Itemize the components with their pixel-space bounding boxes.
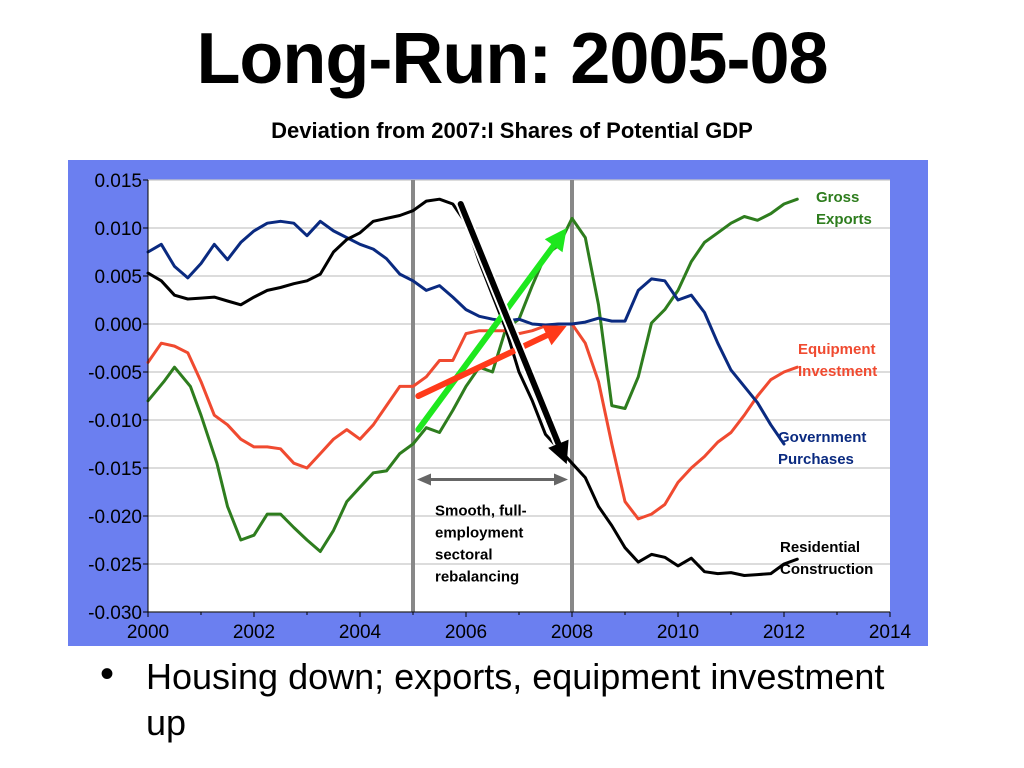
bracket-annotation-text: employment <box>435 525 523 542</box>
y-tick-label: 0.015 <box>94 171 142 192</box>
series-label-gross-exports: Gross <box>816 189 859 206</box>
x-tick-label: 2000 <box>127 622 169 643</box>
series-line-government-purchases <box>146 219 786 446</box>
y-tick-label: 0.005 <box>94 267 142 288</box>
series-label-residential-construction: Residential <box>780 539 860 556</box>
series-label-equipment-investment: Investment <box>798 363 877 380</box>
trend-arrow-head <box>544 228 567 253</box>
trend-arrow-shaft <box>415 332 550 399</box>
bullet-text: Housing down; exports, equipment investm… <box>146 656 885 743</box>
trend-arrows <box>415 201 569 465</box>
x-tick-label: 2002 <box>233 622 275 643</box>
y-tick-label: -0.015 <box>88 459 142 480</box>
axes: 0.015 0.010 0.005 0.000 -0.005 -0.010 -0.015 -0… <box>88 171 911 643</box>
y-tick-label: -0.020 <box>88 507 142 528</box>
y-tick-label: -0.025 <box>88 555 142 576</box>
x-tick-label: 2014 <box>869 622 912 643</box>
x-tick-label: 2012 <box>763 622 805 643</box>
bracket-arrowhead-left <box>417 473 431 486</box>
y-tick-label: -0.030 <box>88 603 142 624</box>
bracket-annotation-text: Smooth, full- <box>435 503 527 520</box>
series-line-equipment-investment <box>146 322 799 521</box>
plot-area <box>148 180 890 612</box>
x-tick-label: 2008 <box>551 622 593 643</box>
y-tick-label: 0.010 <box>94 219 142 240</box>
trend-arrow-head <box>542 325 567 346</box>
x-tick-label: 2004 <box>339 622 382 643</box>
annotations: Smooth, full-employment sectoral rebalanci… <box>417 189 877 586</box>
trend-arrow-shaft <box>415 242 557 433</box>
bracket-annotation-text: sectoral <box>435 547 493 564</box>
slide-title: Long-Run: 2005-08 <box>196 19 828 99</box>
bracket-arrowhead-right <box>554 473 568 486</box>
series-label-government-purchases: Government <box>778 429 866 446</box>
y-tick-label: -0.005 <box>88 363 142 384</box>
trend-arrow-head <box>548 439 569 465</box>
y-tick-label: -0.010 <box>88 411 142 432</box>
chart-subtitle: Deviation from 2007:I Shares of Potentia… <box>271 118 753 143</box>
y-tick-label: 0.000 <box>94 315 142 336</box>
series-label-government-purchases: Purchases <box>778 451 854 468</box>
series-lines <box>146 197 799 577</box>
x-tick-label: 2010 <box>657 622 699 643</box>
bullet-marker: • <box>100 652 115 696</box>
x-tick-label: 2006 <box>445 622 487 643</box>
bracket-annotation-text: rebalancing <box>435 569 519 586</box>
series-line-gross-exports <box>146 197 799 553</box>
period-markers <box>411 180 574 612</box>
chart: Smooth, full-employment sectoral rebalanci… <box>68 160 928 646</box>
series-label-gross-exports: Exports <box>816 211 872 228</box>
trend-arrow-shaft <box>457 201 562 447</box>
series-label-residential-construction: Construction <box>780 561 873 578</box>
series-label-equipment-investment: Equipment <box>798 341 876 358</box>
